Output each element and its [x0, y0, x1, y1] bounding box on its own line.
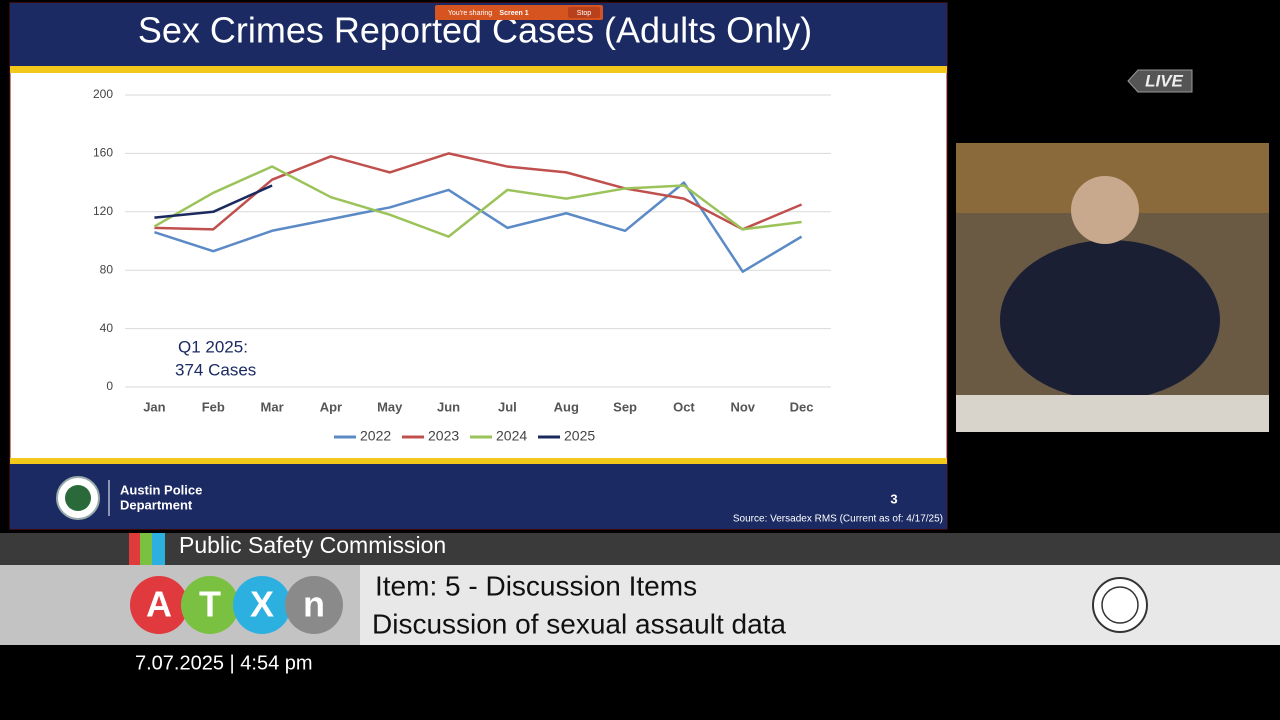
- series-line: [154, 184, 273, 219]
- annotation: Q1 2025:: [178, 337, 248, 356]
- footer-stripe: [10, 458, 947, 464]
- item: Item: 5 - Discussion Items: [375, 570, 697, 601]
- x-tick-label: Nov: [730, 399, 755, 414]
- series-line: [154, 152, 803, 231]
- video-face: [1071, 176, 1139, 244]
- x-tick-label: Feb: [202, 399, 225, 414]
- legend-label: 2023: [428, 428, 459, 444]
- y-tick-label: 40: [100, 321, 114, 335]
- stop-label[interactable]: Stop: [577, 10, 592, 17]
- logo-circle: [181, 576, 239, 634]
- series-line: [154, 181, 803, 273]
- apd-badge-inner: [65, 485, 91, 511]
- stop-button[interactable]: [568, 7, 600, 18]
- color-tab: [140, 533, 152, 565]
- commission-bar: [0, 533, 1280, 565]
- legend-label: 2022: [360, 428, 391, 444]
- color-tab: [129, 533, 140, 565]
- video-person: [1000, 240, 1220, 400]
- y-tick-label: 160: [93, 146, 113, 160]
- x-tick-label: Aug: [554, 399, 579, 414]
- legend-label: 2025: [564, 428, 595, 444]
- x-tick-label: Mar: [261, 399, 284, 414]
- x-tick-label: Oct: [673, 399, 695, 414]
- y-tick-label: 0: [106, 379, 113, 393]
- live-badge: [1127, 69, 1193, 93]
- logo-letter: n: [303, 584, 325, 625]
- city-seal: [1092, 577, 1148, 633]
- sharing-bar: [435, 5, 603, 20]
- logo-circle: [233, 576, 291, 634]
- x-tick-label: May: [377, 399, 403, 414]
- page-number: 3: [890, 491, 897, 506]
- timestamp: 7.07.2025 | 4:54 pm: [135, 652, 313, 674]
- sharing-screen: Screen 1: [499, 10, 528, 17]
- video-desk: [956, 395, 1269, 432]
- org-name: Austin Police: [120, 482, 202, 497]
- live-label: LIVE: [1145, 71, 1183, 90]
- annotation: 374 Cases: [175, 360, 256, 379]
- logo-circle: [285, 576, 343, 634]
- y-tick-label: 80: [100, 262, 114, 276]
- slide: [9, 2, 948, 530]
- commission: Public Safety Commission: [179, 532, 446, 558]
- y-tick-label: 120: [93, 204, 113, 218]
- y-tick-label: 200: [93, 87, 113, 101]
- x-tick-label: Jul: [498, 399, 517, 414]
- legend-label: 2024: [496, 428, 527, 444]
- series-line: [153, 165, 802, 238]
- topic: Discussion of sexual assault data: [372, 608, 786, 639]
- logo-letter: T: [199, 584, 221, 625]
- logo-circle: [130, 576, 188, 634]
- logo-letter: A: [146, 584, 172, 625]
- logo-letter: X: [250, 584, 274, 625]
- title-stripe: [10, 66, 947, 73]
- footer-bar: [10, 464, 947, 529]
- x-tick-label: Apr: [320, 399, 342, 414]
- sharing-label: You're sharing: [448, 10, 492, 17]
- x-tick-label: Dec: [790, 399, 814, 414]
- x-tick-label: Jan: [143, 399, 165, 414]
- org-name: Department: [120, 497, 193, 512]
- source: Source: Versadex RMS (Current as of: 4/1…: [733, 514, 943, 525]
- city-seal-inner: [1101, 586, 1139, 624]
- x-tick-label: Jun: [437, 399, 460, 414]
- color-tab: [152, 533, 165, 565]
- plot: 0 40 80 120 160 200 Jan Feb Mar Apr May Jun Jul Aug Se…: [93, 87, 831, 444]
- x-tick-label: Sep: [613, 399, 637, 414]
